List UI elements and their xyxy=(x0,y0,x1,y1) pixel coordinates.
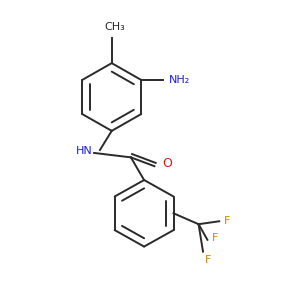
Text: F: F xyxy=(212,233,218,243)
Text: O: O xyxy=(163,157,172,170)
Text: CH₃: CH₃ xyxy=(104,22,125,32)
Text: NH₂: NH₂ xyxy=(169,75,190,85)
Text: HN: HN xyxy=(76,146,93,157)
Text: F: F xyxy=(224,216,230,226)
Text: F: F xyxy=(205,254,211,265)
